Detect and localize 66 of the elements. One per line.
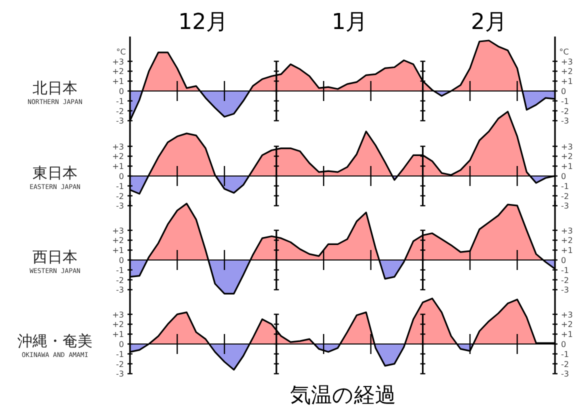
y2-tick-label: -1 bbox=[561, 266, 569, 275]
y2-tick-label: 0 bbox=[561, 256, 566, 265]
y-tick-label: 0 bbox=[118, 172, 124, 181]
y-tick-label: 0 bbox=[118, 256, 124, 265]
text: 西日本 bbox=[32, 248, 78, 266]
y-tick-label: -1 bbox=[116, 266, 124, 275]
y-tick-label: +2 bbox=[112, 320, 124, 330]
text: 東日本 bbox=[32, 164, 78, 182]
y-tick-label: -3 bbox=[116, 286, 124, 295]
y-tick-label: +2 bbox=[112, 236, 124, 246]
y2-tick-label: -1 bbox=[561, 350, 569, 359]
y-tick-label: 0 bbox=[118, 340, 124, 349]
y2-tick-label: 0 bbox=[561, 172, 566, 181]
y2-tick-label: +3 bbox=[561, 57, 573, 66]
text: 12月 bbox=[178, 10, 228, 35]
y2-tick-label: -3 bbox=[561, 286, 569, 295]
y2-tick-label: +3 bbox=[561, 226, 573, 236]
y-tick-label: -3 bbox=[116, 370, 124, 379]
y-tick-label: +1 bbox=[112, 246, 124, 256]
y2-tick-label: +2 bbox=[561, 320, 573, 330]
y2-tick-label: +2 bbox=[561, 236, 573, 246]
y2-tick-label: -3 bbox=[561, 116, 569, 126]
y-tick-label: +2 bbox=[112, 152, 124, 162]
text: 気温の経過 bbox=[290, 383, 396, 407]
y-tick-label: +1 bbox=[112, 162, 124, 172]
y-tick-label: -2 bbox=[116, 360, 124, 369]
y-tick-label: -1 bbox=[116, 96, 124, 106]
y2-tick-label: 0 bbox=[561, 87, 566, 96]
y-axis-title: °C bbox=[116, 47, 126, 56]
y2-tick-label: -2 bbox=[561, 106, 569, 116]
y2-tick-label: -3 bbox=[561, 202, 569, 211]
y-tick-label: +3 bbox=[112, 226, 124, 236]
y-tick-label: -2 bbox=[116, 106, 124, 116]
y-tick-label: -1 bbox=[116, 350, 124, 359]
y2-tick-label: 0 bbox=[561, 340, 566, 349]
y-tick-label: -2 bbox=[116, 192, 124, 201]
y2-tick-label: +1 bbox=[561, 246, 573, 256]
y-tick-label: +2 bbox=[112, 67, 124, 76]
text: 1月 bbox=[332, 10, 368, 35]
y2-axis-title: °C bbox=[559, 47, 570, 56]
y-tick-label: 0 bbox=[118, 87, 124, 96]
y-tick-label: -3 bbox=[116, 116, 124, 126]
y-tick-label: +3 bbox=[112, 57, 124, 66]
y2-tick-label: +1 bbox=[561, 330, 573, 340]
text: 北日本 bbox=[32, 79, 78, 97]
y-tick-label: -1 bbox=[116, 182, 124, 191]
y-tick-label: -3 bbox=[116, 202, 124, 211]
y2-tick-label: +1 bbox=[561, 77, 573, 86]
y2-tick-label: +2 bbox=[561, 67, 573, 76]
text: 2月 bbox=[470, 10, 507, 35]
y-tick-label: +3 bbox=[112, 310, 124, 320]
y2-tick-label: -2 bbox=[561, 276, 569, 285]
y2-tick-label: -3 bbox=[561, 370, 569, 379]
y2-tick-label: +2 bbox=[561, 152, 573, 162]
y-tick-label: -2 bbox=[116, 276, 124, 285]
text: 沖縄・奄美 bbox=[18, 332, 92, 350]
y2-tick-label: -2 bbox=[561, 360, 569, 369]
y-tick-label: +3 bbox=[112, 142, 124, 152]
y-tick-label: +1 bbox=[112, 77, 124, 86]
y-tick-label: +1 bbox=[112, 330, 124, 340]
y2-tick-label: +3 bbox=[561, 142, 573, 152]
y2-tick-label: +3 bbox=[561, 310, 573, 320]
y2-tick-label: -2 bbox=[561, 192, 569, 201]
y2-tick-label: -1 bbox=[561, 96, 569, 106]
y2-tick-label: +1 bbox=[561, 162, 573, 172]
y2-tick-label: -1 bbox=[561, 182, 569, 191]
